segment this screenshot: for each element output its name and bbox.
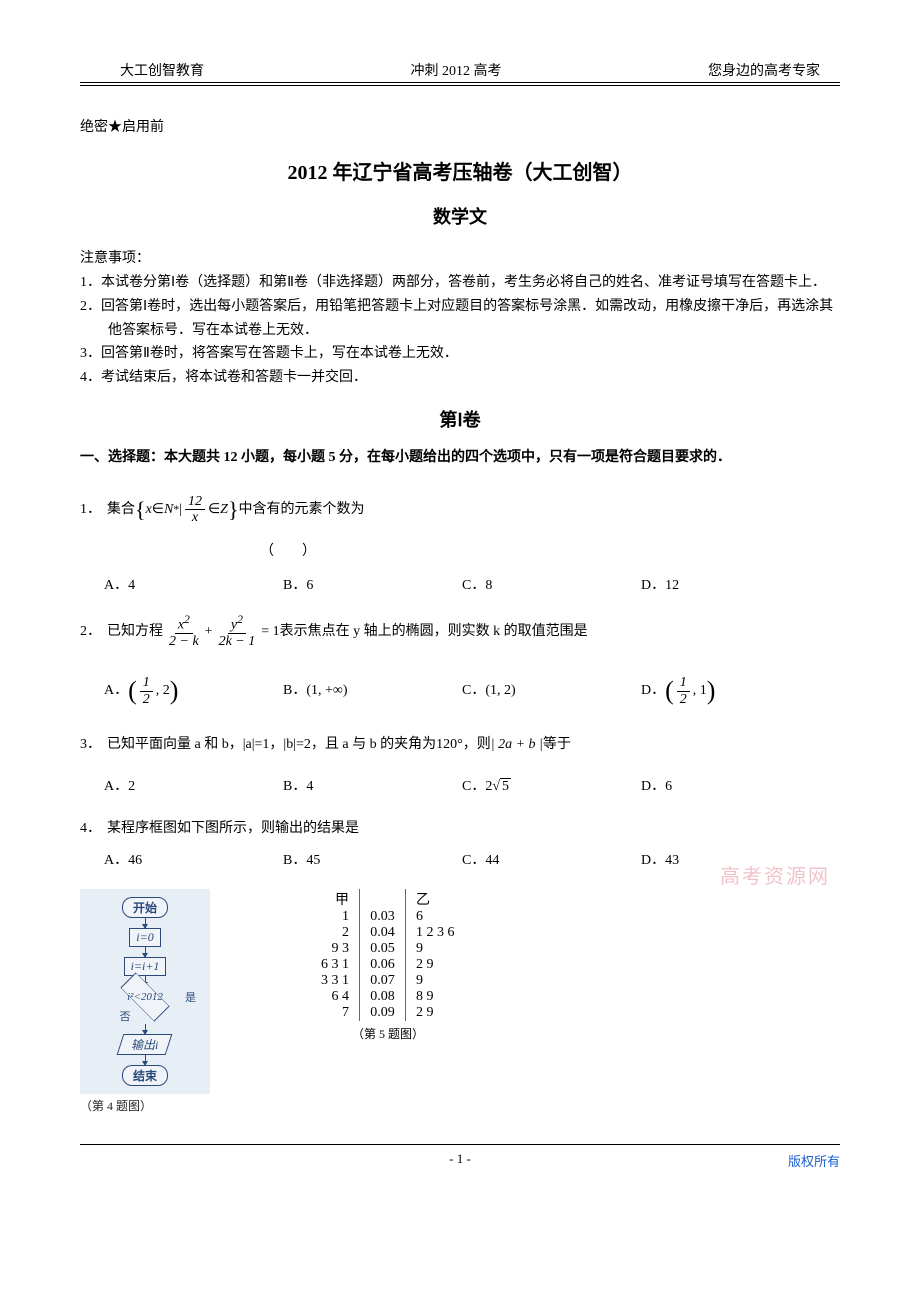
q3-text-post: ，则 [463, 731, 491, 759]
q4-number: 4． [80, 815, 101, 843]
notice-title: 注意事项： [80, 247, 840, 267]
sl-row: 6 3 10.062 9 [290, 957, 486, 973]
sl-row: 20.041 2 3 6 [290, 925, 486, 941]
notice-item: 3．回答第Ⅱ卷时，将答案写在答题卡上，写在本试卷上无效． [80, 342, 840, 366]
q3-text: 已知平面向量 a 和 b，|a|=1，|b|=2，且 a 与 b 的夹角为 [107, 731, 436, 759]
q1-text-post: 中含有的元素个数为 [239, 496, 365, 524]
q2-text-post: 表示焦点在 y 轴上的椭圆，则实数 k 的取值范围是 [280, 618, 588, 646]
q3-options: A．2 B．4 C．25 D．6 [80, 773, 840, 801]
q2-options: A． ( 12, 2 ) B．(1, +∞) C．(1, 2) D． ( 12,… [80, 665, 840, 717]
header-center: 冲刺 2012 高考 [411, 60, 502, 80]
notice-item: 4．考试结束后，将本试卷和答题卡一并交回． [80, 366, 840, 390]
flowchart-caption: （第 4 题图） [80, 1097, 210, 1114]
q1-opt-d: D．12 [641, 572, 820, 600]
fc-end: 结束 [122, 1065, 168, 1086]
q3-expr: | 2a + b | [491, 731, 543, 759]
header-rule-1 [80, 82, 840, 83]
q3-angle: 120° [436, 731, 463, 759]
fc-yes: 是 [185, 989, 196, 1005]
header-left: 大工创智教育 [120, 60, 204, 80]
section-1-title: 第Ⅰ卷 [80, 406, 840, 432]
sl-row: 70.092 9 [290, 1005, 486, 1021]
q3-opt-c: C．25 [462, 773, 641, 801]
q1-text-pre: 集合 [107, 496, 135, 524]
section-1-header: 一、选择题：本大题共 12 小题，每小题 5 分，在每小题给出的四个选项中，只有… [80, 446, 840, 470]
q2-opt-d: D． ( 12, 1 ) [641, 665, 820, 717]
q3-opt-d: D．6 [641, 773, 820, 801]
q1-number: 1． [80, 496, 101, 524]
q1-opt-c: C．8 [462, 572, 641, 600]
fc-step: i=i+1 [124, 957, 167, 976]
sl-row: 9 30.059 [290, 941, 486, 957]
watermark: 高考资源网 [720, 860, 830, 889]
sl-header: 甲 乙 [290, 889, 486, 909]
q4-opt-b: B．45 [283, 847, 462, 875]
notice-list: 1．本试卷分第Ⅰ卷（选择题）和第Ⅱ卷（非选择题）两部分，答卷前，考生务必将自己的… [80, 271, 840, 390]
q1-opt-a: A．4 [104, 572, 283, 600]
q1-options: A．4 B．6 C．8 D．12 [80, 572, 840, 600]
exam-subtitle: 数学文 [80, 203, 840, 229]
confidential-label: 绝密★启用前 [80, 116, 840, 136]
flowchart-figure: 开始 i=0 i=i+1 i²<2012 是 否 输出i 结束 （第 4 题图） [80, 889, 210, 1114]
q2-opt-b: B．(1, +∞) [283, 665, 462, 717]
fc-init: i=0 [129, 928, 160, 947]
copyright: 版权所有 [788, 1151, 840, 1170]
q4-opt-c: C．44 [462, 847, 641, 875]
page-header: 大工创智教育 冲刺 2012 高考 您身边的高考专家 [80, 60, 840, 82]
header-right: 您身边的高考专家 [708, 60, 820, 80]
fc-output: 输出i [117, 1034, 173, 1055]
q3-opt-b: B．4 [283, 773, 462, 801]
sl-row: 3 3 10.079 [290, 973, 486, 989]
q2-text-pre: 已知方程 [107, 618, 163, 646]
q3-text-end: 等于 [543, 731, 571, 759]
question-3: 3． 已知平面向量 a 和 b，|a|=1，|b|=2，且 a 与 b 的夹角为… [80, 731, 840, 801]
page-number: - 1 - [80, 1151, 840, 1167]
figures-row: 开始 i=0 i=i+1 i²<2012 是 否 输出i 结束 （第 4 题图） [80, 889, 840, 1114]
q2-opt-a: A． ( 12, 2 ) [104, 665, 283, 717]
q1-bracket: （ ） [80, 538, 840, 566]
q4-text: 某程序框图如下图所示，则输出的结果是 [107, 815, 359, 843]
sl-row: 10.036 [290, 909, 486, 925]
notice-item: 2．回答第Ⅰ卷时，选出每小题答案后，用铅笔把答题卡上对应题目的答案标号涂黑．如需… [80, 295, 840, 343]
q3-opt-a: A．2 [104, 773, 283, 801]
sl-row: 6 40.088 9 [290, 989, 486, 1005]
question-1: 1． 集合 { x ∈ N* | 12x ∈ Z } 中含有的元素个数为 （ ）… [80, 488, 840, 600]
exam-title: 2012 年辽宁省高考压轴卷（大工创智） [80, 156, 840, 185]
stemleaf-caption: （第 5 题图） [290, 1025, 486, 1042]
header-rule-2 [80, 85, 840, 86]
question-2: 2． 已知方程 x22 − k + y22k − 1 = 1 表示焦点在 y 轴… [80, 614, 840, 717]
fc-start: 开始 [122, 897, 168, 918]
page-footer: - 1 - 版权所有 [80, 1144, 840, 1167]
q1-opt-b: B．6 [283, 572, 462, 600]
notice-item: 1．本试卷分第Ⅰ卷（选择题）和第Ⅱ卷（非选择题）两部分，答卷前，考生务必将自己的… [80, 271, 840, 295]
q3-number: 3． [80, 731, 101, 759]
q2-opt-c: C．(1, 2) [462, 665, 641, 717]
fc-cond: i²<2012 [111, 986, 179, 1008]
stemleaf-figure: 甲 乙 10.036 20.041 2 3 6 9 30.059 6 3 10.… [290, 889, 486, 1042]
fc-no: 否 [120, 1008, 131, 1024]
q2-number: 2． [80, 618, 101, 646]
q4-opt-a: A．46 [104, 847, 283, 875]
